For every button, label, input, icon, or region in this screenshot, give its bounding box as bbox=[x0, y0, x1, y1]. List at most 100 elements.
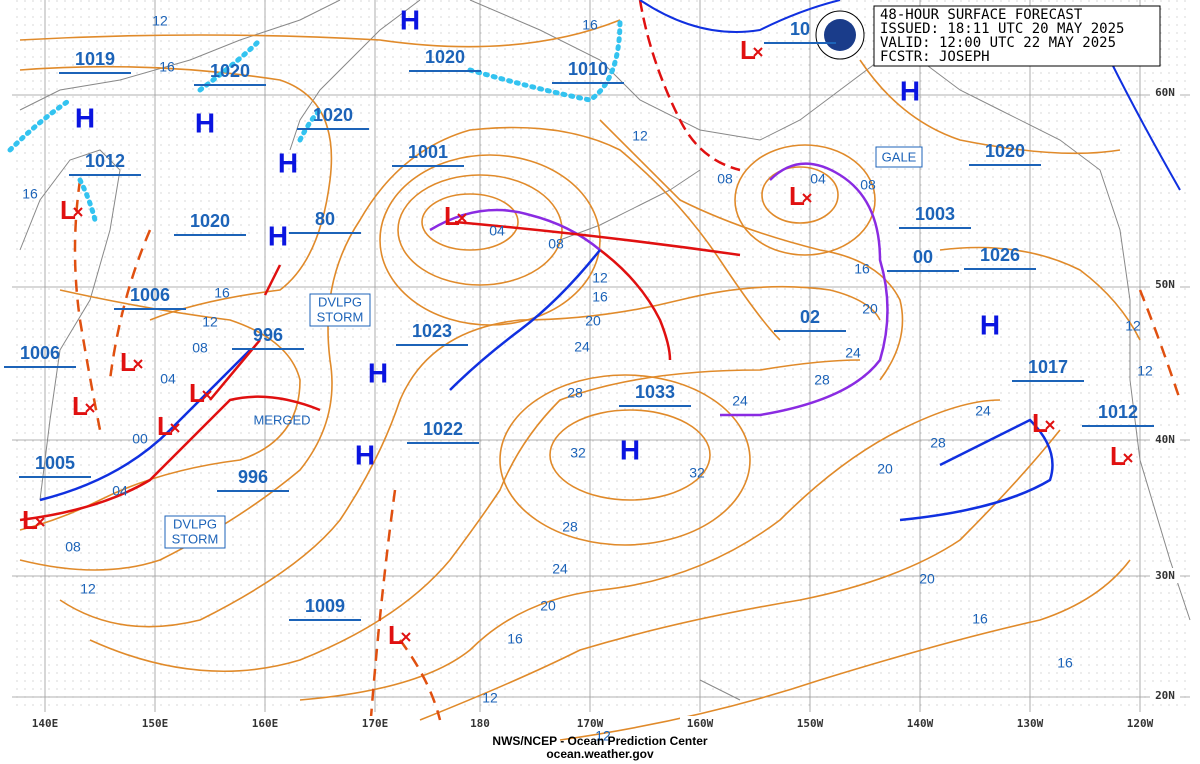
isobar-label: 24 bbox=[845, 345, 861, 361]
isobars bbox=[19, 19, 1141, 741]
map-background bbox=[12, 0, 1190, 712]
isobar-label: 28 bbox=[567, 385, 583, 401]
isobar-label: 16 bbox=[854, 261, 870, 277]
pressure-label: 1020 bbox=[985, 141, 1025, 161]
low-center: L bbox=[1032, 408, 1048, 438]
isobar-label: 12 bbox=[595, 728, 611, 744]
isobar-label: 08 bbox=[717, 171, 733, 187]
isobar-label: 12 bbox=[1137, 363, 1153, 379]
pressure-label: 1019 bbox=[75, 49, 115, 69]
annotation: DVLPG bbox=[173, 516, 217, 531]
axis-label-bg bbox=[355, 716, 395, 730]
isobar-label: 04 bbox=[489, 223, 505, 239]
pressure-label: 1017 bbox=[1028, 357, 1068, 377]
high-center: H bbox=[900, 75, 920, 106]
isobar-label: 20 bbox=[585, 313, 601, 329]
high-center: H bbox=[400, 4, 420, 35]
pressure-label: 1005 bbox=[35, 453, 75, 473]
low-cross bbox=[753, 47, 763, 57]
high-center: H bbox=[355, 439, 375, 470]
isobar-label: 28 bbox=[930, 435, 946, 451]
axis-label-bg bbox=[900, 716, 940, 730]
footer-site: ocean.weather.gov bbox=[546, 747, 654, 761]
low-center: L bbox=[789, 181, 805, 211]
low-center: L bbox=[1110, 441, 1126, 471]
pressure-label: 996 bbox=[253, 325, 283, 345]
pressure-label: 1006 bbox=[130, 285, 170, 305]
low-cross bbox=[802, 193, 812, 203]
pressure-label: 1033 bbox=[635, 382, 675, 402]
footer-agency: NWS/NCEP - Ocean Prediction Center bbox=[492, 734, 707, 748]
low-center: L bbox=[60, 195, 76, 225]
longitude-label: 140E bbox=[32, 717, 59, 730]
isobar-label: 04 bbox=[160, 371, 176, 387]
longitude-label: 160W bbox=[687, 717, 714, 730]
isobar-label: 32 bbox=[689, 465, 705, 481]
isobar-label: 16 bbox=[22, 186, 38, 202]
low-center: L bbox=[72, 391, 88, 421]
axis-label-bg bbox=[1150, 568, 1180, 583]
isobar-label: 20 bbox=[877, 461, 893, 477]
coastlines bbox=[19, 0, 1191, 701]
isobar-label: 16 bbox=[214, 285, 230, 301]
header-line: 48-HOUR SURFACE FORECAST bbox=[880, 7, 1083, 23]
isobar-label: 24 bbox=[552, 561, 568, 577]
isobar-label: 16 bbox=[1057, 655, 1073, 671]
isobar-label: 16 bbox=[507, 631, 523, 647]
isobar-label: 08 bbox=[65, 539, 81, 555]
pressure-label: 1020 bbox=[210, 61, 250, 81]
low-cross bbox=[133, 359, 143, 369]
pressure-label: 10 bbox=[790, 19, 810, 39]
isobar-label: 04 bbox=[112, 483, 128, 499]
axis-label-bg bbox=[460, 716, 500, 730]
header-box bbox=[815, 5, 1161, 67]
isobar-label: 28 bbox=[562, 519, 578, 535]
low-center: L bbox=[157, 411, 173, 441]
isobar-label: 04 bbox=[810, 171, 826, 187]
longitude-label: 160E bbox=[252, 717, 279, 730]
high-center: H bbox=[620, 434, 640, 465]
isobar-label: 12 bbox=[592, 270, 608, 286]
pressure-label: 00 bbox=[913, 247, 933, 267]
annotation-box bbox=[309, 293, 371, 327]
pressure-label: 1026 bbox=[980, 245, 1020, 265]
axis-label-bg bbox=[680, 716, 720, 730]
pressure-label: 80 bbox=[315, 209, 335, 229]
isobar-label: 00 bbox=[132, 431, 148, 447]
high-center: H bbox=[195, 107, 215, 138]
axis-label-bg bbox=[1150, 85, 1180, 100]
longitude-label: 120W bbox=[1127, 717, 1154, 730]
isobar-label: 16 bbox=[592, 289, 608, 305]
pressure-label: 1006 bbox=[20, 343, 60, 363]
pressure-label: 1022 bbox=[423, 419, 463, 439]
header-line: FCSTR: JOSEPH bbox=[880, 49, 990, 65]
annotation: STORM bbox=[172, 531, 219, 546]
low-cross bbox=[1123, 453, 1133, 463]
longitude-label: 180 bbox=[470, 717, 490, 730]
isobar-label: 32 bbox=[570, 445, 586, 461]
isobar-label: 24 bbox=[732, 393, 748, 409]
axis-label-bg bbox=[570, 716, 610, 730]
low-cross bbox=[73, 207, 83, 217]
axis-label-bg bbox=[1150, 432, 1180, 447]
latitude-label: 40N bbox=[1155, 433, 1175, 446]
latitude-label: 20N bbox=[1155, 689, 1175, 702]
isobar-label: 12 bbox=[632, 128, 648, 144]
isobar-label: 12 bbox=[1125, 318, 1141, 334]
longitude-label: 150W bbox=[797, 717, 824, 730]
longitude-label: 170E bbox=[362, 717, 389, 730]
axis-label-bg bbox=[135, 716, 175, 730]
axis-label-bg bbox=[1120, 716, 1160, 730]
longitude-label: 150E bbox=[142, 717, 169, 730]
low-cross bbox=[170, 423, 180, 433]
low-cross bbox=[202, 390, 212, 400]
axis-label-bg bbox=[1010, 716, 1050, 730]
pressure-label: 1003 bbox=[915, 204, 955, 224]
low-center: L bbox=[22, 505, 38, 535]
pressure-label: 1023 bbox=[412, 321, 452, 341]
isobar-label: 08 bbox=[192, 340, 208, 356]
isobar-label: 24 bbox=[975, 403, 991, 419]
latitude-label: 50N bbox=[1155, 278, 1175, 291]
low-cross bbox=[85, 403, 95, 413]
